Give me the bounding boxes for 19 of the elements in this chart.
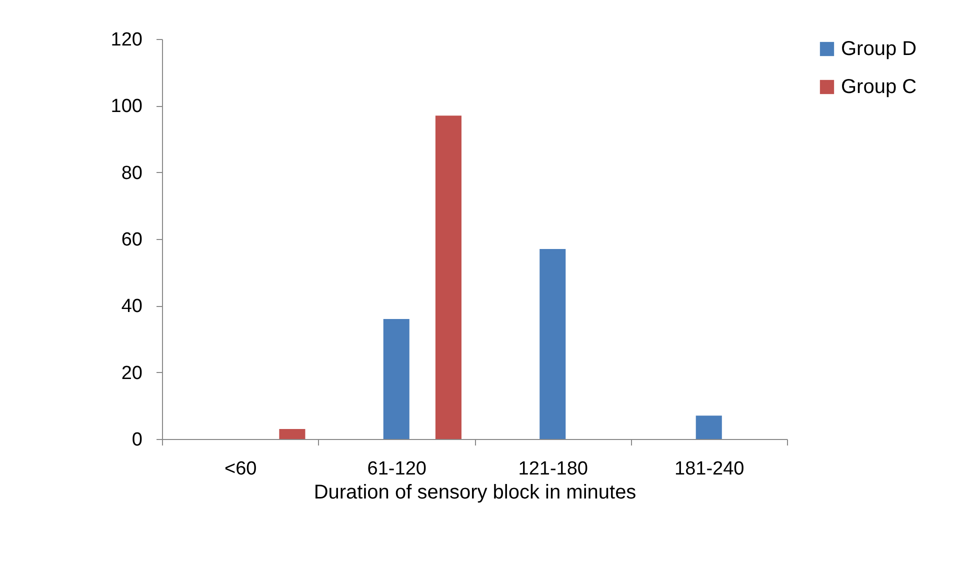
y-tick-label: 0 xyxy=(132,430,142,450)
y-tick-label: 120 xyxy=(110,30,142,50)
bar xyxy=(696,416,722,439)
y-tick-label: 20 xyxy=(121,362,142,384)
y-tick-label: 100 xyxy=(110,96,142,118)
bar xyxy=(279,429,306,439)
x-axis-title: Duration of sensory block in minutes xyxy=(314,482,636,504)
bar xyxy=(435,116,462,439)
x-tick-label: 181-240 xyxy=(674,458,744,480)
bar xyxy=(383,319,410,439)
bar xyxy=(540,249,566,439)
x-tick-label: 121-180 xyxy=(518,458,588,480)
x-tick-label: <60 xyxy=(224,458,257,480)
y-tick-label: 40 xyxy=(121,296,142,318)
legend-label: Group D xyxy=(841,38,917,60)
y-tick-label: 60 xyxy=(121,230,142,250)
y-tick-label: 80 xyxy=(121,162,142,184)
x-tick-label: 61-120 xyxy=(367,458,426,480)
legend-label: Group C xyxy=(841,76,917,98)
